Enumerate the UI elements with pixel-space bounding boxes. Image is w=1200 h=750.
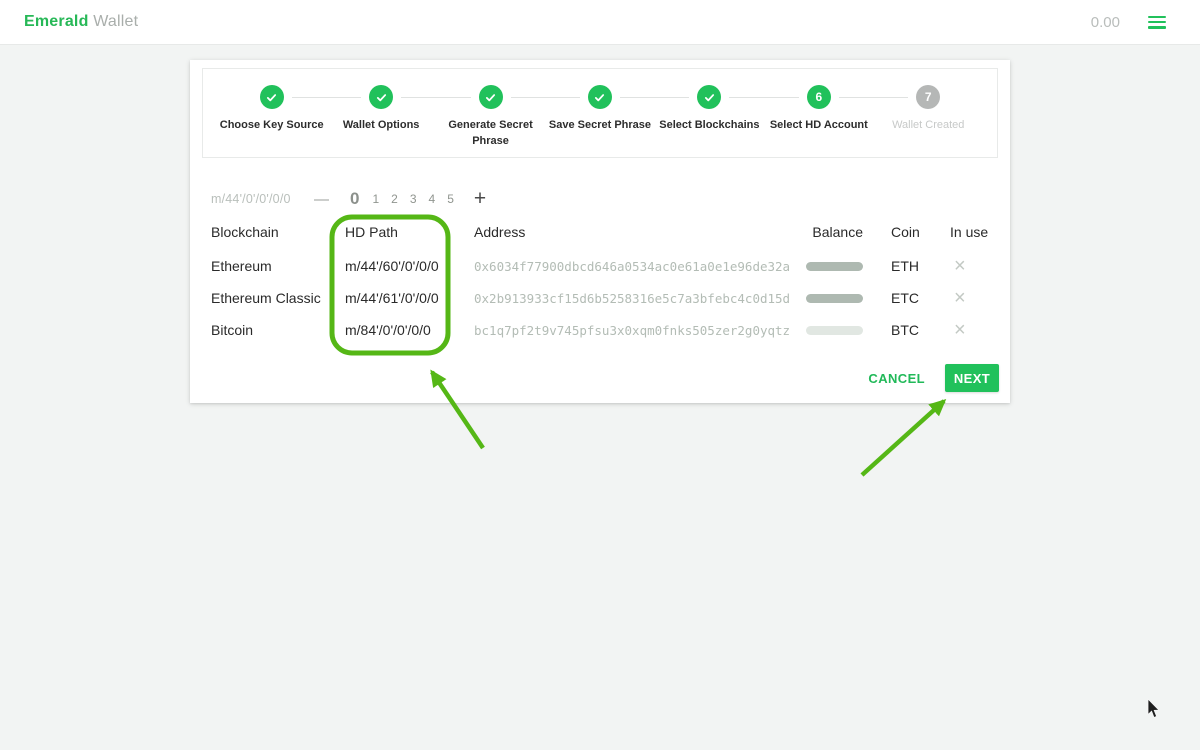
step-label: Save Secret Phrase <box>548 119 652 131</box>
app-logo: Emerald Wallet <box>24 13 138 31</box>
hd-path-value: m/44'/60'/0'/0/0 <box>345 258 439 274</box>
address-value: bc1q7pf2t9v745pfsu3x0xqm0fnks505zer2g0yq… <box>474 322 791 338</box>
address-value: 0x6034f77900dbcd646a0534ac0e61a0e1e96de3… <box>474 258 791 274</box>
coin-ticker: BTC <box>891 322 919 338</box>
step-generate-secret-phrase: Generate Secret Phrase <box>401 85 545 157</box>
step-completed-check-icon <box>369 85 394 109</box>
step-label: Wallet Options <box>342 119 420 131</box>
step-completed-check-icon <box>587 85 612 109</box>
mouse-cursor <box>1147 698 1160 719</box>
account-index-0[interactable]: 0 <box>350 189 360 208</box>
step-label: Wallet Created <box>892 119 965 131</box>
base-hd-path-label: m/44'/0'/0'/0/0 <box>211 192 291 206</box>
hamburger-menu-icon[interactable] <box>1148 15 1166 29</box>
step-label: Select Blockchains <box>659 119 760 131</box>
account-index-list: 0 1 2 3 4 5 <box>343 189 460 209</box>
account-index-4[interactable]: 4 <box>428 192 436 206</box>
step-choose-key-source: Choose Key Source <box>217 85 326 157</box>
increase-account-button[interactable]: + <box>473 187 487 210</box>
step-save-secret-phrase: Save Secret Phrase <box>510 85 654 157</box>
annotation-arrow-to-next-button <box>860 398 947 477</box>
step-number-badge: 7 <box>916 85 941 109</box>
account-index-2[interactable]: 2 <box>391 192 398 206</box>
step-completed-check-icon <box>259 85 284 109</box>
blockchain-name: Ethereum Classic <box>211 290 321 306</box>
step-wallet-created: 7 Wallet Created <box>838 85 983 157</box>
balance-loading-placeholder <box>806 294 863 303</box>
balance-loading-placeholder <box>806 262 863 271</box>
step-wallet-options: Wallet Options <box>291 85 435 157</box>
table-row-ethereum: Ethereum m/44'/60'/0'/0/0 0x6034f77900db… <box>211 250 989 282</box>
table-row-bitcoin: Bitcoin m/84'/0'/0'/0/0 bc1q7pf2t9v745pf… <box>211 314 989 346</box>
accounts-table: Blockchain HD Path Address Balance Coin … <box>190 214 1010 346</box>
step-completed-check-icon <box>478 85 503 109</box>
create-wallet-card: Choose Key Source Wallet Options Generat… <box>190 60 1010 403</box>
step-label: Choose Key Source <box>219 119 324 131</box>
account-index-5[interactable]: 5 <box>447 192 454 206</box>
hd-path-value: m/44'/61'/0'/0/0 <box>345 290 439 306</box>
wizard-actions: CANCEL NEXT <box>858 364 999 392</box>
cancel-button[interactable]: CANCEL <box>858 365 935 392</box>
coin-ticker: ETH <box>891 258 919 274</box>
brand-name-primary: Emerald <box>24 13 89 30</box>
brand-name-secondary: Wallet <box>93 13 139 30</box>
address-value: 0x2b913933cf15d6b5258316e5c7a3bfebc4c0d1… <box>474 290 791 306</box>
total-balance-value: 0.00 <box>1090 13 1120 31</box>
table-row-ethereum-classic: Ethereum Classic m/44'/61'/0'/0/0 0x2b91… <box>211 282 989 314</box>
col-header-blockchain: Blockchain <box>211 224 279 240</box>
col-header-in-use: In use <box>950 224 989 240</box>
app-header: Emerald Wallet 0.00 <box>0 0 1200 45</box>
step-select-blockchains: Select Blockchains <box>619 85 764 157</box>
step-completed-check-icon <box>697 85 722 109</box>
hd-account-selector: m/44'/0'/0'/0/0 — 0 1 2 3 4 5 + <box>211 187 989 210</box>
decrease-account-button[interactable]: — <box>314 190 329 208</box>
step-number-badge: 6 <box>806 85 831 109</box>
step-label: Select HD Account <box>769 119 868 131</box>
blockchain-name: Ethereum <box>211 258 272 274</box>
account-index-1[interactable]: 1 <box>372 192 380 206</box>
blockchain-name: Bitcoin <box>211 322 254 338</box>
coin-ticker: ETC <box>891 290 919 306</box>
col-header-coin: Coin <box>891 224 920 240</box>
step-select-hd-account: 6 Select HD Account <box>729 85 873 157</box>
account-index-3[interactable]: 3 <box>409 192 417 206</box>
not-in-use-x-icon: × <box>954 319 966 341</box>
col-header-address: Address <box>474 224 526 240</box>
not-in-use-x-icon: × <box>954 287 966 309</box>
wizard-stepper: Choose Key Source Wallet Options Generat… <box>202 68 998 158</box>
next-button[interactable]: NEXT <box>945 364 999 392</box>
table-header-row: Blockchain HD Path Address Balance Coin … <box>211 214 989 250</box>
step-label: Generate Secret Phrase <box>448 119 533 147</box>
hd-path-value: m/84'/0'/0'/0/0 <box>345 322 431 338</box>
balance-loading-placeholder <box>806 326 863 335</box>
col-header-balance: Balance <box>812 224 863 240</box>
not-in-use-x-icon: × <box>954 255 966 277</box>
col-header-hd-path: HD Path <box>345 224 398 240</box>
